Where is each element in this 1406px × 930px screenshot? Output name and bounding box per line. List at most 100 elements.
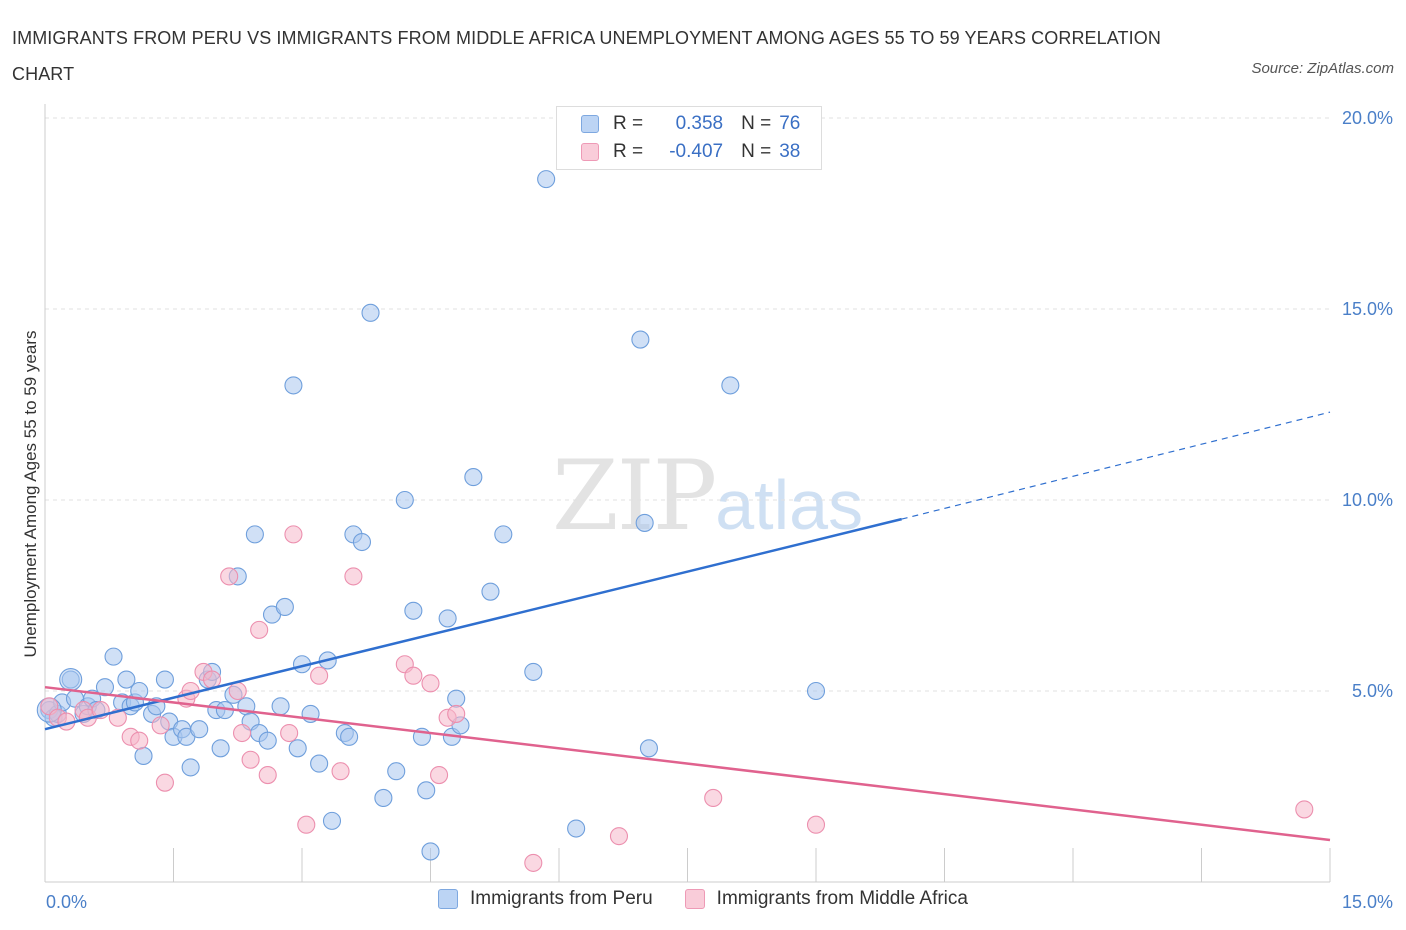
legend-r-label: R = — [613, 141, 644, 162]
peru-point — [447, 689, 466, 708]
africa-point — [284, 525, 303, 544]
peru-point — [404, 601, 423, 620]
peru-point — [417, 781, 436, 800]
legend-r-label: R = — [613, 113, 644, 134]
series-africa-points — [40, 525, 1314, 872]
peru-point — [190, 720, 209, 739]
africa-trend-line — [44, 685, 1331, 842]
peru-point — [464, 468, 483, 487]
africa-point — [331, 762, 350, 781]
peru-point — [721, 376, 740, 395]
chart-title: IMMIGRANTS FROM PERU VS IMMIGRANTS FROM … — [12, 28, 1161, 84]
legend-row-peru: R = 0.358 N = 76 — [581, 113, 800, 135]
y-tick-label: 20.0% — [1342, 108, 1393, 128]
africa-point — [421, 674, 440, 693]
y-axis-label: Unemployment Among Ages 55 to 59 years — [21, 331, 40, 658]
africa-point — [1295, 800, 1314, 819]
peru-point — [567, 819, 586, 838]
peru-point — [310, 754, 329, 773]
peru-point — [361, 303, 380, 322]
peru-point — [117, 670, 136, 689]
series-peru-points — [36, 170, 826, 861]
series-legend-label-peru: Immigrants from Peru — [470, 888, 653, 909]
africa-point — [297, 815, 316, 834]
x-tick-label-min: 0.0% — [46, 892, 87, 912]
peru-point — [155, 670, 174, 689]
watermark-atlas: atlas — [715, 466, 864, 544]
africa-point — [151, 716, 170, 735]
series-legend-peru[interactable]: Immigrants from Peru — [438, 888, 653, 910]
peru-point — [181, 758, 200, 777]
africa-point — [609, 827, 629, 846]
peru-point — [494, 525, 513, 544]
peru-point — [95, 678, 115, 697]
series-legend-swatch-africa — [684, 889, 705, 909]
africa-point — [228, 681, 247, 701]
peru-point — [211, 739, 230, 758]
legend-n-label: N = — [741, 141, 772, 162]
peru-point — [284, 376, 303, 395]
legend-n-value-peru: 76 — [779, 113, 801, 134]
peru-point — [524, 662, 543, 681]
axes — [44, 104, 1331, 883]
africa-point — [310, 666, 329, 685]
series-legend-swatch-peru — [438, 889, 459, 909]
peru-point — [537, 170, 556, 189]
africa-point — [250, 620, 269, 639]
africa-point — [280, 723, 299, 743]
africa-point — [447, 704, 466, 723]
africa-point — [232, 723, 252, 743]
legend-swatch-africa — [581, 143, 599, 161]
africa-point — [220, 567, 239, 586]
legend-r-value-africa: -0.407 — [669, 141, 724, 162]
series-legend: Immigrants from Peru Immigrants from Mid… — [0, 888, 1406, 910]
series-legend-africa[interactable]: Immigrants from Middle Africa — [684, 888, 968, 910]
zipatlas-watermark: ZIPatlas — [552, 440, 863, 552]
legend-n-label: N = — [741, 113, 772, 134]
peru-point — [340, 727, 359, 746]
grid-lines — [45, 117, 1330, 692]
peru-point — [806, 681, 826, 701]
africa-point — [130, 731, 149, 750]
peru-point — [134, 746, 153, 765]
source-label: Source: ZipAtlas.com — [1251, 60, 1394, 77]
peru-point — [635, 513, 654, 532]
peru-trend-extension — [901, 411, 1331, 520]
series-legend-label-africa: Immigrants from Middle Africa — [716, 888, 968, 909]
peru-point — [104, 647, 123, 666]
peru-point — [421, 842, 440, 861]
peru-point — [631, 330, 650, 349]
africa-point — [404, 666, 423, 685]
x-tick-label-max: 15.0% — [1342, 892, 1393, 912]
peru-point — [245, 525, 264, 544]
peru-point — [481, 582, 500, 601]
africa-point — [806, 815, 826, 834]
peru-trend-line — [44, 517, 902, 731]
africa-point — [524, 853, 543, 872]
peru-point — [59, 667, 83, 692]
legend-n-value-africa: 38 — [779, 141, 801, 162]
trend-lines — [44, 411, 1331, 842]
peru-point — [288, 739, 307, 758]
peru-point — [352, 532, 372, 552]
africa-point — [344, 567, 363, 586]
africa-point — [704, 788, 723, 808]
y-tick-label: 5.0% — [1352, 681, 1393, 701]
africa-point — [430, 765, 449, 785]
peru-point — [639, 739, 659, 758]
legend-swatch-peru — [581, 115, 599, 133]
legend-r-value-peru: 0.358 — [675, 113, 724, 134]
peru-point — [374, 788, 393, 808]
watermark-zip: ZIP — [552, 440, 717, 552]
africa-point — [155, 773, 174, 792]
correlation-legend: R = 0.358 N = 76 R = -0.407 N = 38 — [556, 106, 822, 170]
peru-point — [438, 609, 457, 628]
peru-point — [271, 697, 290, 716]
africa-point — [241, 750, 260, 769]
tick-labels: 5.0% 10.0% 15.0% 20.0% 0.0% 15.0% — [46, 108, 1393, 912]
peru-point — [275, 597, 294, 617]
africa-point — [258, 765, 277, 785]
peru-point — [322, 811, 342, 830]
peru-point — [258, 731, 277, 750]
peru-point — [387, 762, 406, 781]
